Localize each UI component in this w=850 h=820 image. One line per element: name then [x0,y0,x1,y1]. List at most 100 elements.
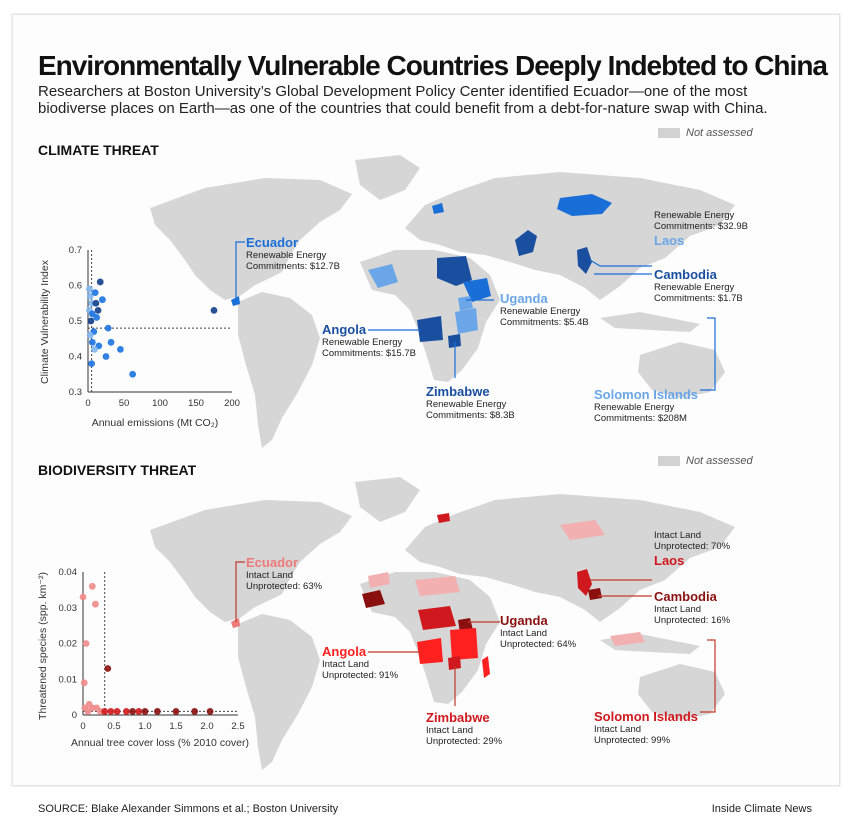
scatter-point [94,306,102,314]
laos-leader-line [589,259,652,267]
x-tick-label: 1.0 [138,721,151,732]
biodiversity-heading: BIODIVERSITY THREAT [38,462,197,478]
scatter-point [104,665,112,672]
callout-line1: Renewable Energy [500,306,581,317]
callout-name: Solomon Islands [594,387,699,402]
callout-line2: Commitments: $15.7B [322,348,416,359]
callout-zimbabwe: Zimbabwe Intact Land Unprotected: 29% [426,710,502,747]
climate-x-label: Annual emissions (Mt CO₂) [92,417,219,429]
biodiversity-legend: Not assessed [658,455,753,467]
callout-cambodia: Cambodia Renewable Energy Commitments: $… [654,267,743,304]
page-subtitle: Researchers at Boston University’s Globa… [38,83,768,117]
scatter-point [92,299,100,307]
callout-name: Zimbabwe [426,384,490,399]
south-america-shape [238,292,320,448]
biodiversity-legend-label: Not assessed [686,455,753,467]
x-tick-label: 100 [152,398,168,409]
bio-y-label: Threatened species (spp. km⁻²) [37,572,49,720]
page-title: Environmentally Vulnerable Countries Dee… [38,50,828,81]
scatter-point [86,292,94,300]
ecuador-leader-line [235,561,245,622]
y-tick-label: 0.02 [59,639,78,650]
callout-line2: Commitments: $1.7B [654,293,743,304]
callout-line2: Unprotected: 70% [654,541,731,552]
zimbabwe-shape [448,334,461,348]
biodiversity-world-map [150,477,735,770]
callout-line1: Intact Land [594,724,642,735]
scatter-point [135,708,143,715]
callout-cambodia: Cambodia Intact Land Unprotected: 16% [654,589,730,626]
belarus-shape [437,513,450,523]
scatter-point [107,708,115,715]
not-assessed-swatch [658,128,680,138]
laos-cambodia-shape [577,247,592,274]
callout-laos: Laos [654,233,684,248]
angola-shape [417,316,443,342]
callout-uganda: Uganda Intact Land Unprotected: 64% [500,613,576,650]
callout-line1: Intact Land [654,530,702,541]
mongolia-shape [557,194,612,216]
laos-shape [577,569,592,596]
y-tick-label: 0.7 [69,245,82,256]
x-tick-label: 1.5 [169,721,182,732]
central-africa-shape [418,606,456,630]
greenland-shape [355,477,420,522]
scatter-point [93,314,101,321]
callout-line1: Intact Land [322,659,370,670]
y-tick-label: 0.4 [69,352,82,363]
callout-line1: Intact Land [654,604,702,615]
climate-leader-lines [235,241,716,391]
ecuador-shape [231,296,240,306]
callout-name: Laos [654,233,685,248]
callout-zimbabwe: Zimbabwe Renewable Energy Commitments: $… [426,384,515,421]
north-america-shape [150,500,352,622]
callout-name: Uganda [500,613,548,628]
scatter-point [104,324,112,332]
africa-shape [360,572,500,704]
callout-name: Zimbabwe [426,710,490,725]
europe-asia-shape [405,494,735,622]
publisher-credit: Inside Climate News [711,803,812,815]
scatter-point [172,708,180,715]
scatter-point [88,360,95,367]
scatter-point [91,346,98,353]
callout-line1: Renewable Energy [426,399,507,410]
scatter-point [102,353,110,360]
y-tick-label: 0.5 [69,316,82,327]
west-africa-shape [362,590,385,608]
scatter-point [86,331,94,339]
scatter-point [129,708,137,715]
callout-name: Ecuador [246,555,299,570]
callout-renewable-energy-32: Renewable Energy Commitments: $32.9B [654,210,748,232]
biodiversity-leader-lines [235,561,716,713]
climate-legend: Not assessed [658,127,753,139]
callout-solomon-islands: Solomon Islands Renewable Energy Commitm… [594,387,698,424]
callout-ecuador: Ecuador Intact Land Unprotected: 63% [246,555,322,592]
callout-line2: Unprotected: 64% [500,639,577,650]
callout-name: Angola [322,644,367,659]
callout-name: Solomon Islands [594,709,699,724]
x-tick-label: 0.5 [107,721,120,732]
callout-intact-land-70: Intact Land Unprotected: 70% [654,530,730,552]
climate-legend-label: Not assessed [686,127,753,139]
callout-line1: Renewable Energy [322,337,403,348]
kazakhstan-shape [560,520,605,540]
callout-line2: Unprotected: 91% [322,670,399,681]
scatter-point [123,708,130,715]
x-tick-label: 2.5 [231,721,244,732]
callout-name: Uganda [500,291,548,306]
callout-angola: Angola Renewable Energy Commitments: $15… [322,322,416,359]
zimbabwe-shape [448,656,461,670]
biodiversity-scatter: 0 0.01 0.02 0.03 0.04 0 0.5 1.0 1.5 2.0 2.5 Annual… [37,567,249,749]
x-tick-label: 0 [85,398,90,409]
callout-line1: Intact Land [500,628,548,639]
callout-laos: Laos [654,553,684,568]
callout-line1: Intact Land [426,725,474,736]
y-tick-label: 0.6 [69,281,82,292]
australia-shape [638,664,725,720]
ecuador-leader-line [235,241,245,300]
x-tick-label: 150 [188,398,204,409]
climate-y-label: Climate Vulnerability Index [39,259,51,384]
scatter-point [154,708,161,715]
